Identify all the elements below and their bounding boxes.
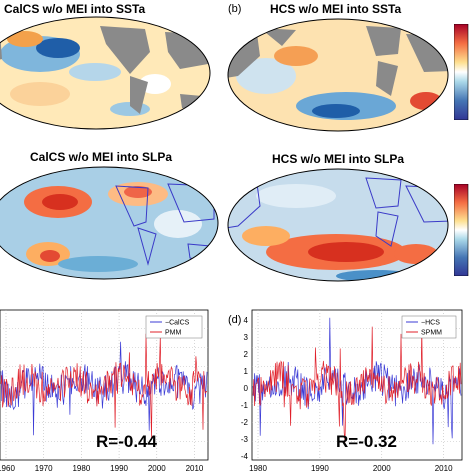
tsD-xtick: 1980 bbox=[249, 464, 267, 473]
panel-b-label: (b) bbox=[228, 3, 242, 15]
sst-colorbar bbox=[454, 24, 469, 120]
tsD-line-red bbox=[252, 326, 462, 443]
panel-b-slp-map bbox=[227, 168, 449, 282]
panel-b-slp-title: HCS w/o MEI into SLPa bbox=[272, 152, 405, 166]
tsC-xtick: 1980 bbox=[72, 464, 90, 473]
panel-a-slp-title: CalCS w/o MEI into SLPa bbox=[30, 150, 173, 164]
panel-d-legend-1: −HCS bbox=[421, 320, 440, 327]
panel-d-legend-2: SPMM bbox=[421, 330, 442, 337]
tsC-xtick: 1960 bbox=[0, 464, 15, 473]
panel-b-sst-title: HCS w/o MEI into SSTa bbox=[270, 2, 402, 16]
tsC-xtick: 2000 bbox=[148, 464, 166, 473]
tsC-xtick: 2010 bbox=[186, 464, 204, 473]
panel-b-sst-map bbox=[227, 18, 449, 132]
panel-d-ytick: -3 bbox=[241, 435, 249, 444]
tsC-xtick: 1990 bbox=[110, 464, 128, 473]
tsD-xtick: 1990 bbox=[311, 464, 329, 473]
panel-c-legend-2: PMM bbox=[165, 330, 182, 337]
panel-a-sst-map bbox=[0, 16, 211, 130]
panel-d-label: (d) bbox=[228, 314, 242, 326]
panel-d-ytick: 0 bbox=[244, 384, 249, 393]
tsD-xtick: 2000 bbox=[373, 464, 391, 473]
tsC-line-red bbox=[0, 333, 208, 439]
panel-d-ytick: -1 bbox=[241, 401, 249, 410]
tsD-xtick: 2010 bbox=[435, 464, 453, 473]
panel-c-timeseries: −CalCS PMM 1960 1970 1980 1990 2000 2010 bbox=[0, 309, 209, 473]
panel-d-ytick: -4 bbox=[241, 452, 249, 461]
panel-d-correlation: R=-0.32 bbox=[336, 432, 397, 451]
panel-d-ytick: 4 bbox=[244, 316, 249, 325]
tsC-xtick: 1970 bbox=[35, 464, 53, 473]
panel-d-timeseries: 4 3 2 1 0 -1 -2 -3 -4 −HCS SPMM 1980 1990 2000 2010 bbox=[241, 309, 463, 473]
panel-d-ytick: 1 bbox=[244, 367, 249, 376]
panel-c-correlation: R=-0.44 bbox=[96, 432, 157, 451]
panel-a-slp-map bbox=[0, 166, 219, 280]
panel-d-ytick: 2 bbox=[244, 350, 249, 359]
panel-d-ytick: -2 bbox=[241, 418, 249, 427]
panel-d-ytick: 3 bbox=[244, 333, 249, 342]
panel-a-sst-title: CalCS w/o MEI into SSTa bbox=[4, 2, 146, 16]
panel-c-legend-1: −CalCS bbox=[165, 320, 190, 327]
slp-colorbar bbox=[454, 184, 469, 276]
